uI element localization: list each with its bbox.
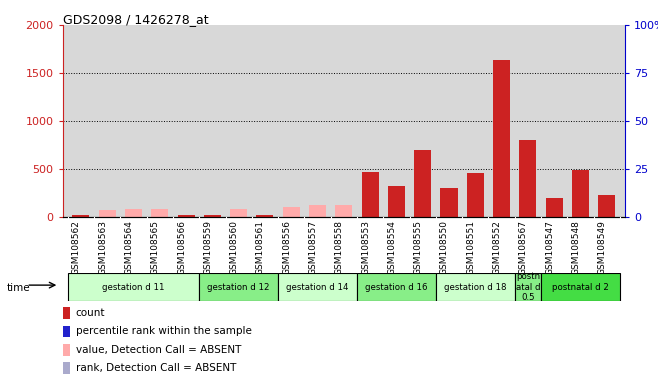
Text: value, Detection Call = ABSENT: value, Detection Call = ABSENT [76,345,241,355]
Text: GSM108558: GSM108558 [335,220,344,275]
Bar [515,273,541,301]
Bar [151,209,168,217]
Text: postn
atal d
0.5: postn atal d 0.5 [516,272,540,302]
Text: GSM108547: GSM108547 [545,220,554,275]
Text: GDS2098 / 1426278_at: GDS2098 / 1426278_at [63,13,208,26]
Bar [388,186,405,217]
Bar [230,209,247,217]
Text: time: time [7,283,30,293]
Text: GSM108552: GSM108552 [493,220,501,275]
Text: rank, Detection Call = ABSENT: rank, Detection Call = ABSENT [76,363,236,373]
Text: GSM108565: GSM108565 [151,220,160,275]
Text: GSM108555: GSM108555 [414,220,422,275]
Text: GSM108556: GSM108556 [282,220,291,275]
Bar [278,273,357,301]
Text: GSM108559: GSM108559 [203,220,213,275]
Bar [125,209,142,217]
Bar [199,273,278,301]
Bar [598,195,615,217]
Bar [467,173,484,217]
Text: gestation d 11: gestation d 11 [102,283,164,291]
Bar [361,172,378,217]
Text: GSM108560: GSM108560 [230,220,239,275]
Text: percentile rank within the sample: percentile rank within the sample [76,326,251,336]
Text: GSM108566: GSM108566 [177,220,186,275]
Bar [68,273,199,301]
Bar [99,210,116,217]
Bar [204,215,221,217]
Text: GSM108554: GSM108554 [388,220,396,275]
Text: GSM108549: GSM108549 [597,220,607,275]
Bar [357,273,436,301]
Text: GSM108564: GSM108564 [124,220,134,275]
Text: GSM108557: GSM108557 [309,220,318,275]
Bar [414,150,431,217]
Text: GSM108563: GSM108563 [98,220,107,275]
Text: GSM108548: GSM108548 [571,220,580,275]
Bar [519,140,536,217]
Bar [336,205,352,217]
Bar [257,215,274,217]
Text: GSM108562: GSM108562 [72,220,81,275]
Bar [545,198,563,217]
Text: GSM108550: GSM108550 [440,220,449,275]
Bar [541,273,620,301]
Text: GSM108551: GSM108551 [467,220,475,275]
Text: gestation d 16: gestation d 16 [365,283,428,291]
Text: gestation d 18: gestation d 18 [444,283,507,291]
Text: gestation d 12: gestation d 12 [207,283,270,291]
Text: GSM108553: GSM108553 [361,220,370,275]
Bar [72,215,89,217]
Text: count: count [76,308,105,318]
Bar [440,188,457,217]
Bar [436,273,515,301]
Bar [309,205,326,217]
Text: postnatal d 2: postnatal d 2 [552,283,609,291]
Text: GSM108567: GSM108567 [519,220,528,275]
Bar [283,207,300,217]
Bar [572,170,589,217]
Bar [178,215,195,217]
Text: GSM108561: GSM108561 [256,220,265,275]
Text: gestation d 14: gestation d 14 [286,283,349,291]
Bar [493,60,510,217]
